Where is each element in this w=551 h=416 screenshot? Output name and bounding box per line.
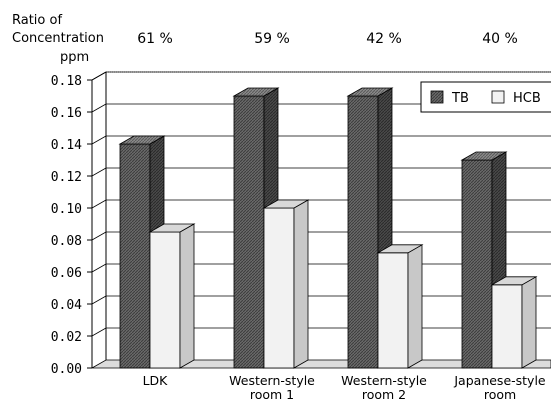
bar-tb-1-front	[233, 95, 265, 369]
bar-tb-3-front	[461, 159, 493, 369]
bar-tb-0-top	[118, 135, 166, 145]
y-tick-label: 0.06	[51, 266, 82, 281]
legend-swatch-tb	[430, 90, 444, 104]
gridline-depth	[91, 327, 107, 337]
category-label: room 2	[362, 387, 406, 402]
bar-hcb-0-side	[179, 223, 195, 369]
gridline-depth	[91, 199, 107, 209]
y-tick-label: 0.04	[51, 298, 82, 313]
ratio-label-ldk: 61 %	[137, 31, 173, 47]
bar-hcb-2-side	[407, 244, 423, 369]
category-label: room 1	[250, 387, 294, 402]
y-tick-label: 0.14	[51, 138, 82, 153]
gridline-depth	[91, 263, 107, 273]
gridline-depth	[91, 231, 107, 241]
y-tick-label: 0.08	[51, 234, 82, 249]
gridline-depth	[91, 71, 107, 81]
y-tick-label: 0.00	[51, 362, 82, 377]
bar-tb-1-top	[232, 87, 280, 97]
y-tick-label: 0.12	[51, 170, 82, 185]
y-axis-unit: ppm	[60, 50, 89, 65]
ratio-label-western-2: 42 %	[366, 31, 402, 47]
legend-swatch-hcb	[491, 90, 505, 104]
y-axis-title-line-1: Ratio of	[12, 13, 62, 28]
bar-hcb-2-top	[376, 244, 424, 254]
y-tick-labels: 0.00 0.02 0.04 0.06 0.08 0.10 0.12 0.14 0.16 0.18	[51, 74, 92, 377]
gridline-depth	[91, 103, 107, 113]
bar-hcb-2-front	[377, 252, 409, 369]
legend-label-tb: TB	[451, 91, 469, 106]
gridline-depth	[91, 135, 107, 145]
bar-hcb-3-side	[521, 276, 537, 369]
bar-hcb-1-top	[262, 199, 310, 209]
category-label: room	[484, 387, 516, 402]
bar-tb-2-top	[346, 87, 394, 97]
legend-label-hcb: HCB	[513, 91, 541, 106]
category-label: Western-style	[341, 373, 427, 388]
bar-hcb-0-front	[149, 231, 181, 369]
bar-tb-0-front	[119, 143, 151, 369]
category-label: Western-style	[229, 373, 315, 388]
bar-hcb-1-side	[293, 199, 309, 369]
ratio-label-japanese: 40 %	[482, 31, 518, 47]
y-tick-label: 0.16	[51, 106, 82, 121]
bar-hcb-3-front	[491, 284, 523, 369]
bar-hcb-0-top	[148, 223, 196, 233]
y-tick-label: 0.18	[51, 74, 82, 89]
bars	[118, 87, 538, 369]
y-tick-label: 0.02	[51, 330, 82, 345]
bar-hcb-3-top	[490, 276, 538, 286]
legend: TB HCB	[420, 81, 551, 113]
gridline-depth	[91, 167, 107, 177]
bar-tb-2-front	[347, 95, 379, 369]
bar-tb-3-top	[460, 151, 508, 161]
category-label: Japanese-style	[453, 373, 546, 388]
bar-hcb-1-front	[263, 207, 295, 369]
ratio-label-western-1: 59 %	[254, 31, 290, 47]
category-label: LDK	[143, 373, 169, 388]
y-axis-title-line-2: Concentration	[12, 31, 104, 46]
gridline-depth	[91, 295, 107, 305]
y-tick-label: 0.10	[51, 202, 82, 217]
